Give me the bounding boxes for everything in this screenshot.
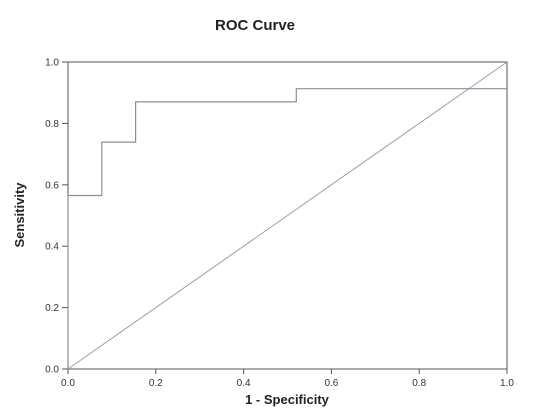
y-tick-label: 0.6 [45,180,59,191]
y-tick-label: 0.0 [45,365,59,376]
y-axis-label: Sensitivity [12,182,27,248]
x-tick-label: 0.8 [412,378,426,389]
x-tick-label: 0.6 [324,378,338,389]
y-tick-label: 0.8 [45,119,59,130]
x-tick-label: 0.0 [61,378,75,389]
reference-diagonal-line [67,61,508,370]
x-tick-label: 0.4 [237,378,251,389]
y-tick-label: 0.4 [45,242,59,253]
x-axis-label: 1 - Specificity [245,392,330,407]
roc-curve-line [67,88,507,369]
y-tick-label: 0.2 [45,303,59,314]
x-tick-label: 1.0 [500,378,514,389]
x-tick-label: 0.2 [149,378,163,389]
chart-title: ROC Curve [215,17,295,34]
y-axis: 0.0 0.2 0.4 0.6 0.8 1.0 [45,58,68,376]
y-tick-label: 1.0 [45,58,59,69]
x-axis: 0.0 0.2 0.4 0.6 0.8 1.0 [61,369,514,389]
